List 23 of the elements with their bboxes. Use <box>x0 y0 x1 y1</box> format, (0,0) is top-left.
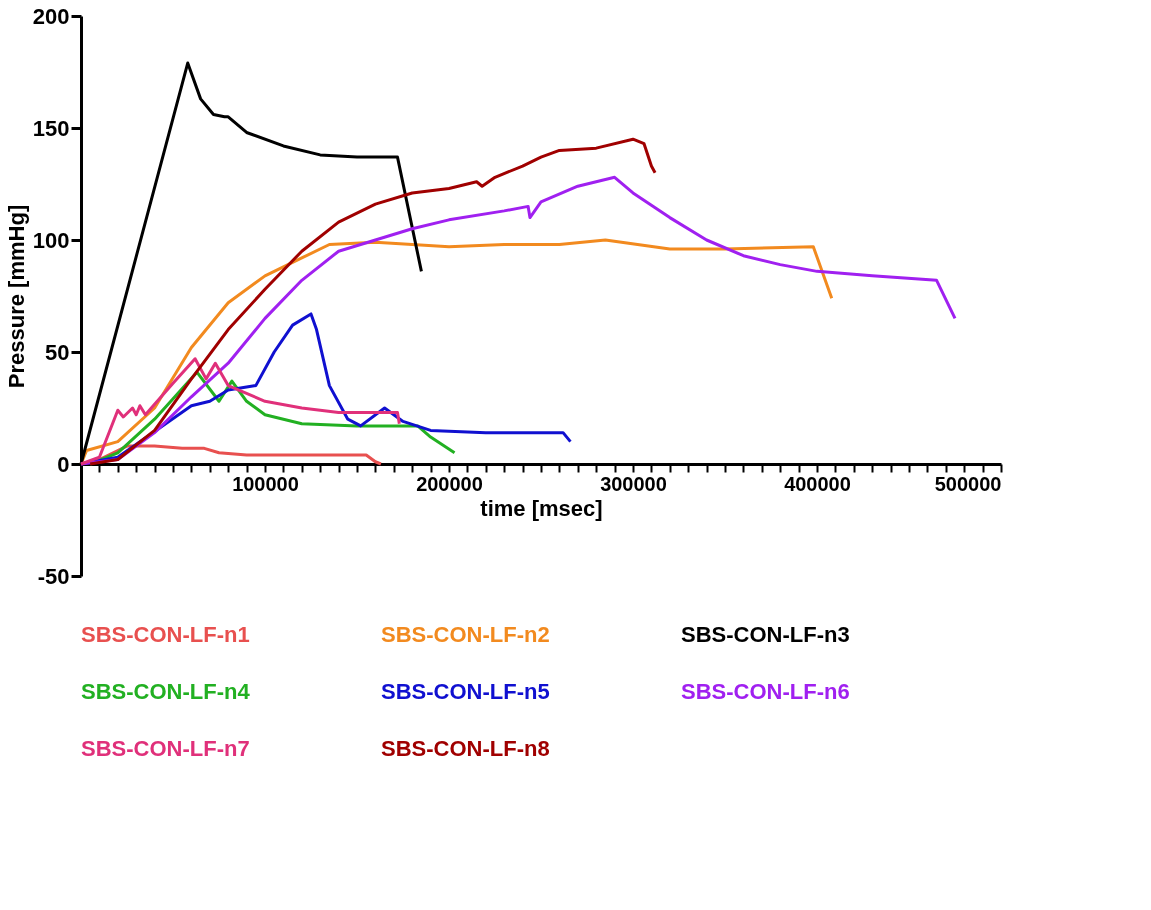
x-tick-label: 300000 <box>600 472 667 495</box>
text: SBS-CON-LF-n1 <box>81 622 250 648</box>
x-tick-label: 200000 <box>416 472 483 495</box>
line-series <box>88 137 657 466</box>
y-tick-label: 200 <box>32 3 70 29</box>
line-series <box>79 357 401 466</box>
text: SBS-CON-LF-n3 <box>681 622 850 648</box>
text: SBS-CON-LF-n5 <box>381 679 550 704</box>
text: SBS-CON-LF-n6 <box>681 679 850 704</box>
x-tick-label: 100000 <box>232 472 299 495</box>
y-tick-label: 50 <box>45 339 70 365</box>
y-tick-label: 100 <box>32 227 70 253</box>
y-tick-label: -50 <box>37 563 70 589</box>
y-axis-title: Pressure [mmHg] <box>3 204 29 389</box>
text: SBS-CON-LF-n8 <box>381 735 550 761</box>
text: SBS-CON-LF-n4 <box>81 679 251 704</box>
x-tick-label: 500000 <box>934 472 1002 495</box>
text: SBS-CON-LF-n7 <box>81 735 250 761</box>
x-tick-label: 400000 <box>784 472 851 495</box>
x-axis-title: time [msec] <box>480 495 603 521</box>
text: SBS-CON-LF-n2 <box>381 622 550 648</box>
y-tick-label: 0 <box>57 451 70 477</box>
y-tick-label: 150 <box>32 115 70 141</box>
